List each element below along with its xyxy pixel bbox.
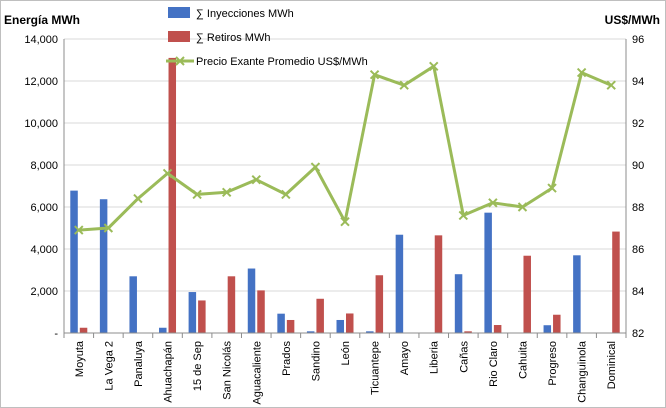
right-tick-label: 82: [632, 328, 644, 340]
left-tick-label: -: [54, 328, 58, 340]
price-marker: [74, 225, 84, 235]
bar-retiros: [434, 235, 443, 333]
bar-retiros: [316, 298, 324, 333]
left-tick-label: 10,000: [24, 118, 58, 130]
bar-retiros: [346, 313, 354, 333]
bar-inyecciones: [159, 327, 167, 333]
left-tick-label: 12,000: [24, 76, 58, 88]
right-tick-label: 92: [632, 118, 644, 130]
bar-retiros: [79, 327, 88, 333]
bar-retiros: [553, 314, 561, 333]
category-label: León: [340, 341, 352, 365]
legend-label-1: ∑ Retiros MWh: [196, 32, 270, 44]
category-label: Ahuachapán: [163, 341, 175, 403]
bar-inyecciones: [247, 268, 256, 333]
bar-inyecciones: [484, 212, 492, 333]
price-marker: [547, 183, 557, 193]
bar-retiros: [493, 325, 502, 333]
left-tick-label: 8,000: [30, 160, 58, 172]
legend-label-2: Precio Exante Promedio US$/MWh: [196, 56, 368, 68]
price-marker: [458, 210, 469, 221]
category-label: Changuinola: [577, 340, 589, 403]
category-label: La Vega 2: [103, 341, 115, 391]
right-tick-label: 84: [632, 286, 644, 298]
category-label: Moyuta: [74, 340, 86, 377]
price-marker: [369, 69, 380, 80]
price-marker: [162, 168, 173, 179]
legend-marker: [175, 56, 185, 66]
bar-retiros: [257, 290, 265, 333]
right-axis-title: US$/MWh: [605, 13, 660, 27]
left-tick-label: 6,000: [30, 202, 58, 214]
price-marker: [429, 61, 439, 72]
price-marker: [103, 223, 114, 233]
bar-retiros: [612, 231, 620, 333]
price-marker: [281, 189, 291, 200]
bar-inyecciones: [188, 292, 197, 333]
right-tick-label: 94: [632, 76, 644, 88]
category-label: Ticuantepe: [370, 341, 382, 395]
bar-inyecciones: [277, 313, 285, 333]
right-tick-label: 90: [632, 160, 644, 172]
price-marker: [340, 216, 350, 227]
price-marker: [606, 80, 616, 90]
category-label: San Nicolás: [222, 341, 234, 400]
category-label: Dominical: [606, 341, 618, 389]
price-marker: [221, 187, 232, 198]
bar-inyecciones: [366, 331, 374, 333]
category-label: Cahuita: [517, 340, 529, 379]
bar-inyecciones: [129, 276, 137, 333]
left-tick-label: 14,000: [24, 34, 58, 46]
bar-retiros: [168, 57, 177, 334]
bar-inyecciones: [543, 325, 552, 333]
left-tick-label: 4,000: [30, 244, 58, 256]
right-tick-label: 88: [632, 202, 644, 214]
bar-retiros: [198, 300, 206, 333]
price-marker: [133, 193, 143, 204]
price-marker: [251, 174, 261, 185]
bar-retiros: [523, 255, 531, 333]
category-label: Progreso: [547, 341, 559, 386]
category-label: Panaluya: [133, 340, 145, 387]
category-label: Sandino: [310, 341, 322, 381]
price-marker: [517, 202, 528, 212]
bar-retiros: [375, 275, 384, 333]
legend-label-0: ∑ Inyecciones MWh: [196, 8, 294, 20]
bar-retiros: [286, 319, 295, 333]
left-tick-label: 2,000: [30, 286, 58, 298]
category-label: Amayo: [399, 341, 411, 375]
right-tick-label: 86: [632, 244, 644, 256]
price-marker: [399, 80, 409, 90]
legend-swatch-0: [168, 7, 190, 18]
price-marker: [488, 198, 498, 208]
bar-retiros: [464, 331, 472, 333]
category-label: Cañas: [458, 341, 470, 373]
category-label: 15 de Sep: [192, 341, 204, 391]
bar-retiros: [227, 276, 236, 333]
price-marker: [576, 67, 587, 78]
bar-inyecciones: [70, 190, 78, 333]
category-label: Prados: [281, 341, 293, 376]
category-label: Aguacaliente: [251, 341, 263, 405]
price-marker: [192, 189, 202, 200]
bar-inyecciones: [336, 319, 344, 333]
legend-swatch-1: [168, 31, 190, 42]
category-label: Liberia: [429, 340, 441, 374]
bar-inyecciones: [454, 274, 463, 333]
bar-inyecciones: [306, 331, 315, 333]
right-tick-label: 96: [632, 34, 644, 46]
category-label: Rio Claro: [488, 341, 500, 387]
bar-inyecciones: [573, 255, 581, 333]
price-marker: [310, 162, 321, 172]
left-axis-title: Energía MWh: [4, 13, 80, 27]
bar-inyecciones: [99, 199, 108, 333]
bar-inyecciones: [395, 234, 404, 333]
